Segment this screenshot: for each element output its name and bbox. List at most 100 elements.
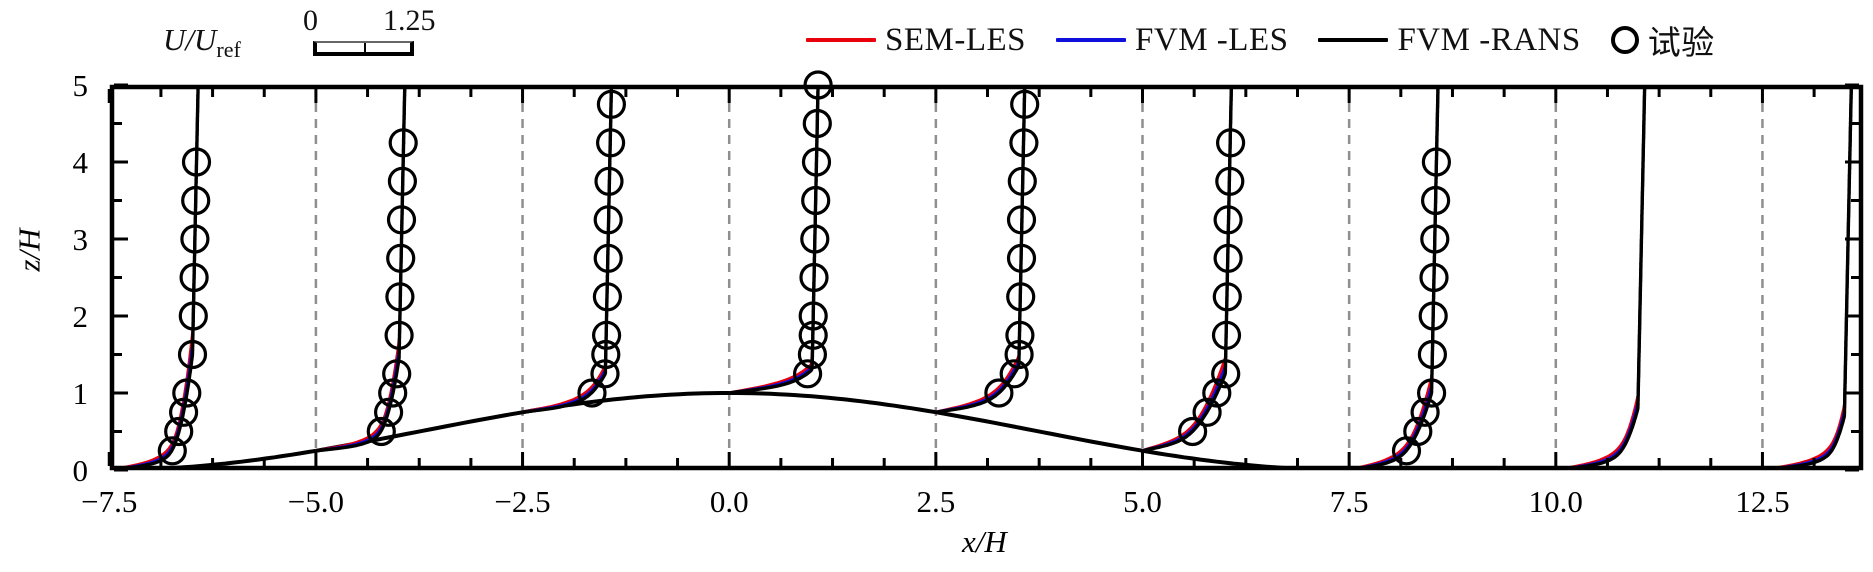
profile-curve-fvm-rans [935, 86, 1027, 414]
x-axis-tick-label: 7.5 [1330, 484, 1369, 519]
x-axis-title: x/H [962, 524, 1007, 559]
x-axis-tick-label: 12.5 [1735, 484, 1789, 519]
profile-curve-fvm-rans [111, 86, 200, 469]
experiment-data-point [1418, 301, 1448, 331]
experiment-data-point [179, 262, 209, 293]
profile-curve-fvm-rans [315, 86, 407, 453]
experiment-data-point [591, 339, 621, 370]
y-axis-tick-label: 4 [73, 145, 89, 180]
experiment-data-point [164, 416, 194, 447]
legend-circle-marker-icon [1610, 26, 1639, 54]
profile-curve-fvm-les [1762, 86, 1853, 469]
experiment-data-point [801, 185, 831, 216]
velocity-scale-bar-midtick [363, 43, 366, 52]
experiment-data-point [1006, 243, 1037, 273]
experiment-data-point [802, 108, 832, 139]
experiment-data-point [798, 301, 828, 331]
experiment-data-point [1403, 416, 1433, 447]
x-axis-tick-label: −2.5 [494, 484, 550, 519]
legend-item-fvm-rans: FVM -RANS [1318, 22, 1580, 59]
plot-frame [109, 84, 1864, 471]
experiment-data-point [386, 243, 416, 273]
experiment-data-point [1006, 282, 1036, 312]
velocity-scale-label: U/Uref [163, 22, 241, 63]
velocity-scale-label-main: U/U [163, 22, 217, 57]
y-axis-tick-label: 0 [73, 453, 89, 488]
experiment-data-point [181, 147, 212, 177]
profile-curve-fvm-rans [1348, 86, 1440, 469]
legend-item-experiment: 试验 [1610, 16, 1715, 64]
experiment-data-point [1420, 185, 1451, 216]
velocity-scale-tick-zero: 0 [303, 4, 318, 37]
experiment-data-point [382, 359, 412, 389]
legend-label-fvm-les: FVM -LES [1135, 21, 1289, 58]
y-axis-tick-label: 5 [73, 68, 89, 103]
experiment-data-point [801, 147, 832, 177]
experiment-data-point [385, 282, 415, 312]
x-axis-tick-label: 5.0 [1123, 484, 1162, 519]
experiment-data-point [1417, 339, 1448, 370]
experiment-data-point [378, 378, 408, 408]
legend-line-sample-red [806, 37, 876, 43]
experiment-data-point [1212, 282, 1242, 312]
profile-curve-sem-les [1555, 86, 1647, 469]
x-axis-tick-label: −7.5 [81, 484, 137, 519]
y-axis-title: z/H [11, 228, 47, 272]
experiment-data-point [1215, 166, 1245, 196]
legend-label-fvm-rans: FVM -RANS [1397, 21, 1581, 58]
profile-curve-fvm-rans [1555, 86, 1647, 469]
x-axis-tick-label: 10.0 [1529, 484, 1583, 519]
experiment-data-point [172, 378, 202, 408]
experiment-data-point [1420, 224, 1450, 254]
legend-item-sem-les: SEM-LES [806, 22, 1026, 59]
x-axis-tick-label: 0.0 [710, 484, 749, 519]
experiment-data-point [1211, 320, 1242, 350]
profile-curve-fvm-rans [1762, 86, 1853, 469]
experiment-data-point [593, 243, 623, 273]
profile-curve-sem-les [1762, 86, 1853, 469]
experiment-data-point [799, 262, 829, 293]
experiment-data-point [593, 205, 623, 235]
y-axis-tick-label: 3 [73, 222, 89, 257]
y-axis-tick-label: 1 [73, 376, 89, 411]
experiment-data-point [797, 339, 828, 370]
experiment-data-point [366, 416, 396, 447]
experiment-data-point [592, 282, 623, 312]
experiment-data-point [1211, 359, 1241, 389]
experiment-data-point [1007, 166, 1037, 196]
legend-line-sample-blue [1056, 37, 1127, 43]
experiment-data-point [1410, 397, 1440, 427]
legend-line-sample-black [1318, 37, 1389, 43]
legend-label-sem-les: SEM-LES [885, 21, 1027, 58]
experiment-data-point [1215, 128, 1246, 158]
legend-item-fvm-les: FVM -LES [1056, 22, 1288, 59]
x-axis-tick-label: 2.5 [916, 484, 955, 519]
experiment-data-point [596, 89, 627, 119]
velocity-scale-bar [313, 41, 414, 56]
experiment-data-point [1177, 416, 1208, 447]
experiment-data-point [594, 166, 624, 196]
experiment-data-point [984, 378, 1014, 408]
experiment-data-point [384, 320, 414, 350]
experiment-data-point [386, 205, 417, 235]
experiment-data-point [1421, 147, 1452, 177]
experiment-data-point [1010, 89, 1040, 119]
experiment-data-point [595, 128, 626, 158]
experiment-data-point [590, 359, 620, 389]
experiment-data-point [177, 339, 208, 370]
velocity-scale-label-sub: ref [216, 37, 241, 63]
experiment-data-point [1213, 243, 1243, 273]
experiment-data-point [1202, 378, 1232, 408]
experiment-data-point [374, 397, 404, 427]
experiment-data-point [180, 224, 210, 254]
experiment-data-point [178, 301, 208, 331]
experiment-data-point [1009, 128, 1039, 158]
profile-curve-fvm-les [1555, 86, 1647, 469]
legend-label-experiment: 试验 [1647, 26, 1715, 62]
y-axis-tick-label: 2 [73, 299, 89, 334]
experiment-data-point [1213, 205, 1243, 235]
profile-curve-fvm-rans [522, 86, 614, 414]
experiment-data-point [798, 320, 828, 350]
